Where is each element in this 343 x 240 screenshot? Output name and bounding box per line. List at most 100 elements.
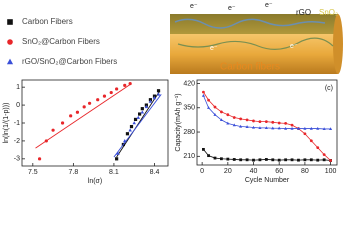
- marker: [226, 157, 230, 161]
- marker: [213, 105, 217, 109]
- schematic: e⁻ e⁻ e⁻ e⁻ e⁻ rGO SnO₂ Carbon fibers: [170, 2, 343, 74]
- marker: [87, 101, 92, 105]
- marker: [245, 118, 249, 122]
- y-tick-label: 350: [183, 105, 195, 112]
- marker: [271, 126, 275, 130]
- marker: [220, 157, 223, 161]
- marker: [44, 139, 48, 143]
- marker: [37, 157, 42, 161]
- marker: [133, 117, 138, 122]
- carbon-fiber: [170, 34, 338, 74]
- marker: [220, 110, 223, 114]
- marker: [316, 146, 320, 150]
- marker: [152, 95, 157, 100]
- marker: [239, 124, 243, 128]
- marker: [245, 125, 249, 128]
- x-tick-label: 8.4: [150, 169, 160, 176]
- marker: [232, 116, 236, 119]
- marker: [102, 94, 107, 98]
- marker: [264, 120, 268, 124]
- marker: [290, 158, 294, 162]
- x-tick-label: 8.1: [109, 169, 119, 176]
- marker: [138, 112, 142, 116]
- marker: [277, 158, 281, 162]
- legend-marker: [7, 39, 13, 45]
- marker: [277, 126, 281, 130]
- marker: [284, 126, 288, 130]
- marker: [277, 121, 281, 125]
- fit-line: [35, 84, 131, 149]
- chart: 0 20 40 60 80 100 210 280 350 420 Cycle Number Capa…: [175, 79, 338, 184]
- marker: [148, 99, 153, 103]
- marker: [144, 104, 149, 109]
- marker: [202, 90, 205, 94]
- marker: [309, 139, 313, 143]
- marker: [284, 121, 288, 125]
- y-tick-label: 210: [183, 153, 195, 160]
- marker: [316, 126, 320, 130]
- plot-frame: [196, 79, 338, 166]
- y-tick-label: 0: [16, 102, 20, 109]
- marker: [284, 158, 288, 162]
- marker: [252, 158, 255, 162]
- marker: [207, 98, 210, 102]
- marker: [290, 126, 294, 130]
- legend-label: SnO₂@Carbon Fibers: [22, 37, 100, 46]
- x-tick-label: 7.5: [28, 169, 38, 176]
- marker: [213, 113, 217, 116]
- marker: [271, 158, 275, 162]
- marker: [129, 124, 134, 129]
- rgo-sheet: [177, 37, 334, 50]
- x-axis-label: ln(σ): [88, 178, 102, 185]
- marker: [264, 126, 268, 129]
- fit-line: [113, 94, 162, 158]
- marker: [309, 158, 313, 162]
- annotation: (c): [325, 85, 333, 92]
- marker: [132, 121, 136, 125]
- marker: [69, 114, 73, 118]
- marker: [123, 83, 127, 87]
- fiber-end: [333, 14, 343, 74]
- marker: [258, 120, 262, 124]
- marker: [140, 107, 144, 111]
- series-line: [203, 91, 331, 161]
- x-tick-label: 40: [250, 168, 258, 175]
- legend-marker: [7, 19, 13, 25]
- marker: [245, 158, 249, 162]
- marker: [322, 158, 326, 162]
- y-axis-label: ln(ln(1/(1-p))): [3, 103, 10, 144]
- figure: e⁻ e⁻ e⁻ e⁻ e⁻ rGO SnO₂ Carbon fibers Ca…: [3, 2, 343, 185]
- marker: [128, 81, 132, 86]
- marker: [207, 106, 211, 109]
- x-tick-label: 80: [301, 168, 309, 175]
- marker: [239, 158, 243, 162]
- marker: [219, 118, 223, 122]
- legend-marker: [6, 58, 14, 65]
- marker: [207, 154, 210, 158]
- plot-frame: [21, 79, 169, 167]
- electron-label: e⁻: [290, 43, 298, 50]
- marker: [109, 90, 113, 95]
- marker: [140, 110, 145, 114]
- marker: [290, 123, 294, 127]
- marker: [96, 98, 100, 102]
- marker: [322, 127, 326, 131]
- marker: [116, 151, 120, 155]
- marker: [239, 117, 243, 121]
- rgo-label: rGO: [296, 8, 311, 17]
- y-tick-label: 280: [183, 129, 195, 136]
- fit-line: [116, 90, 161, 158]
- marker: [309, 126, 313, 130]
- marker: [232, 158, 236, 161]
- marker: [201, 93, 205, 97]
- marker: [297, 158, 300, 162]
- marker: [303, 158, 307, 162]
- y-tick-label: -1: [14, 120, 20, 127]
- marker: [303, 132, 307, 136]
- marker: [252, 119, 255, 123]
- x-tick-label: 100: [325, 168, 337, 175]
- marker: [115, 157, 119, 161]
- marker: [258, 126, 262, 129]
- marker: [115, 87, 119, 91]
- marker: [125, 132, 130, 136]
